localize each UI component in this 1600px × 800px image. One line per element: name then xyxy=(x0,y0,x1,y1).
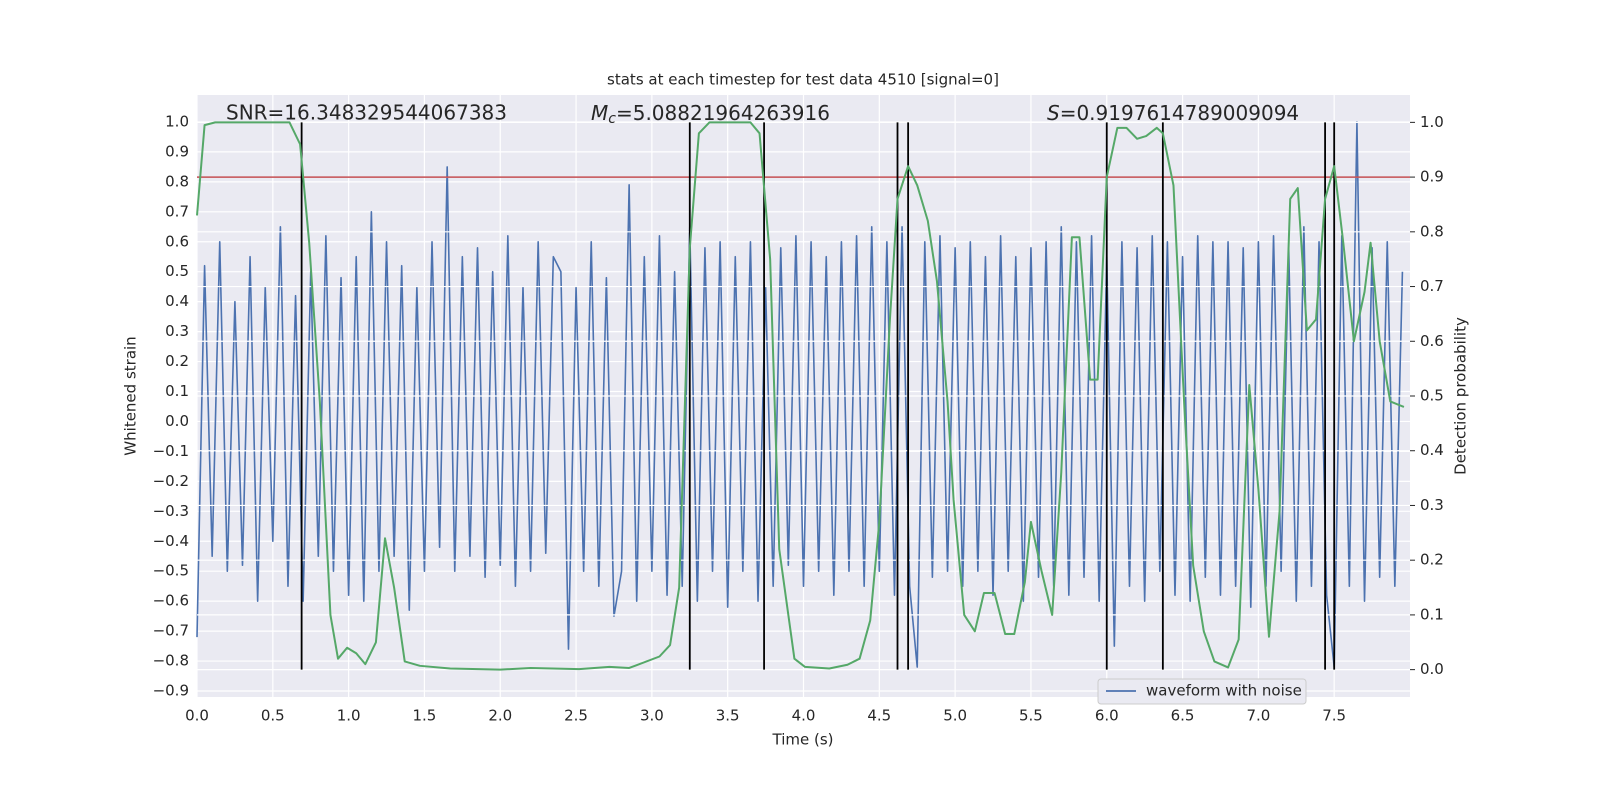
y-tick-label: −0.4 xyxy=(153,532,189,550)
y-tick-label: −0.1 xyxy=(153,442,189,460)
y-tick-label: 0.1 xyxy=(165,382,189,400)
y-tick-label: −0.9 xyxy=(153,682,189,700)
y2-tick-label: 0.3 xyxy=(1420,496,1444,514)
annotation-symbol: M xyxy=(591,101,608,125)
y2-tick-label: 0.9 xyxy=(1420,168,1444,186)
y-tick-label: −0.8 xyxy=(153,652,189,670)
y2-tick-label: 0.0 xyxy=(1420,660,1444,678)
annotation: S=0.9197614789009094 xyxy=(1047,101,1299,125)
y-tick-label: 0.0 xyxy=(165,412,189,430)
y-tick-label: 0.8 xyxy=(165,172,189,190)
y2-tick-label: 1.0 xyxy=(1420,113,1444,131)
y-tick-label: −0.7 xyxy=(153,622,189,640)
x-tick-label: 4.5 xyxy=(867,707,891,725)
y2-tick-label: 0.5 xyxy=(1420,387,1444,405)
annotation: SNR=16.348329544067383 xyxy=(226,101,507,125)
series-line xyxy=(196,121,1404,668)
x-axis-label: Time (s) xyxy=(772,731,834,749)
y-tick-label: −0.6 xyxy=(153,592,189,610)
x-tick-label: 5.0 xyxy=(943,707,967,725)
y-tick-label: 1.0 xyxy=(165,112,189,130)
y-tick-label: −0.5 xyxy=(153,562,189,580)
y-tick-label: −0.2 xyxy=(153,472,189,490)
x-tick-label: 6.5 xyxy=(1171,707,1195,725)
chart-title: stats at each timestep for test data 451… xyxy=(607,71,999,89)
x-tick-label: 7.5 xyxy=(1322,707,1346,725)
y-tick-label: −0.3 xyxy=(153,502,189,520)
x-tick-label: 1.5 xyxy=(413,707,437,725)
x-tick-label: 4.0 xyxy=(792,707,816,725)
y-axis-label: Whitened strain xyxy=(122,336,140,455)
x-tick-label: 6.0 xyxy=(1095,707,1119,725)
annotation-subscript: c xyxy=(608,111,616,127)
y2-tick-label: 0.7 xyxy=(1420,277,1444,295)
y-tick-label: 0.2 xyxy=(165,352,189,370)
x-tick-label: 0.0 xyxy=(185,707,209,725)
y2-tick-label: 0.6 xyxy=(1420,332,1444,350)
annotation-symbol: S xyxy=(1047,101,1060,125)
y-tick-label: 0.4 xyxy=(165,292,189,310)
y-tick-label: 0.6 xyxy=(165,232,189,250)
x-tick-label: 1.0 xyxy=(337,707,361,725)
series-line xyxy=(196,121,1405,671)
y2-tick-label: 0.2 xyxy=(1420,551,1444,569)
y2-axis-label: Detection probability xyxy=(1452,317,1470,475)
annotation-text: =0.9197614789009094 xyxy=(1060,101,1299,125)
y2-tick-label: 0.1 xyxy=(1420,605,1444,623)
y-tick-label: 0.7 xyxy=(165,202,189,220)
x-tick-label: 7.0 xyxy=(1246,707,1270,725)
annotation: Mc=5.08821964263916 xyxy=(591,101,830,128)
x-tick-label: 2.0 xyxy=(488,707,512,725)
y2-tick-label: 0.4 xyxy=(1420,441,1444,459)
y2-tick-label: 0.8 xyxy=(1420,222,1444,240)
legend-label: waveform with noise xyxy=(1146,682,1302,700)
x-tick-label: 3.0 xyxy=(640,707,664,725)
legend: waveform with noise xyxy=(1097,678,1307,705)
legend-box xyxy=(1097,678,1307,705)
y-tick-label: 0.3 xyxy=(165,322,189,340)
x-tick-label: 2.5 xyxy=(564,707,588,725)
x-tick-label: 5.5 xyxy=(1019,707,1043,725)
y-tick-label: 0.5 xyxy=(165,262,189,280)
x-tick-label: 0.5 xyxy=(261,707,285,725)
x-tick-label: 3.5 xyxy=(716,707,740,725)
y-tick-label: 0.9 xyxy=(165,142,189,160)
annotation-text: =5.08821964263916 xyxy=(616,101,830,125)
